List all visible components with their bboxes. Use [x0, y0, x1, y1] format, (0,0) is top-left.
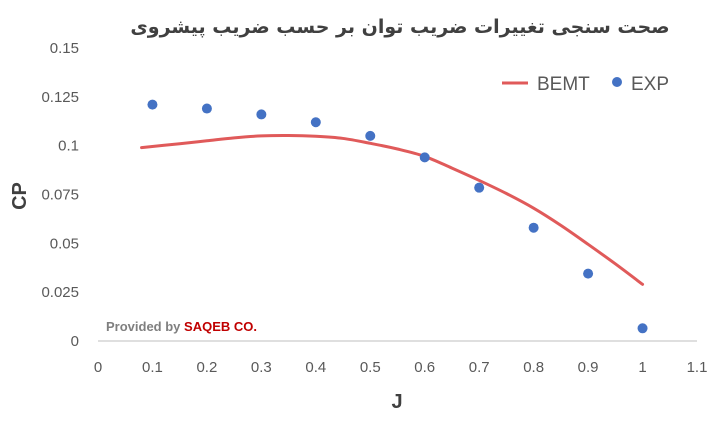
data-point-exp	[583, 268, 594, 279]
legend: BEMT EXP	[502, 74, 669, 95]
credit-prefix: Provided by	[106, 319, 184, 334]
legend-label-exp: EXP	[631, 74, 669, 95]
x-axis-ticks: 0 0.1 0.2 0.3 0.4 0.5 0.6 0.7 0.8 0.9 1 1.1	[94, 359, 708, 376]
x-tick-label: 0.1	[142, 359, 163, 376]
x-tick-label: 1	[638, 359, 646, 376]
credit-brand: SAQEB CO.	[184, 319, 257, 334]
y-tick-label: 0	[71, 333, 79, 350]
y-tick-label: 0.1	[58, 138, 79, 155]
x-tick-label: 0.6	[414, 359, 435, 376]
data-point-exp	[365, 130, 376, 141]
y-tick-label: 0.15	[50, 40, 79, 57]
data-point-exp	[147, 99, 158, 110]
x-tick-label: 0.2	[196, 359, 217, 376]
series-line-bemt	[140, 133, 645, 286]
x-tick-label: 1.1	[687, 359, 708, 376]
x-tick-label: 0.3	[251, 359, 272, 376]
y-tick-label: 0.125	[41, 89, 79, 106]
data-point-exp	[256, 109, 267, 120]
x-tick-label: 0.9	[578, 359, 599, 376]
data-point-exp	[419, 152, 430, 163]
y-axis-title: CP	[9, 182, 31, 210]
data-point-exp	[310, 117, 321, 128]
y-tick-label: 0.075	[41, 187, 79, 204]
x-tick-label: 0.8	[523, 359, 544, 376]
x-axis-title: J	[391, 391, 402, 413]
x-tick-label: 0	[94, 359, 102, 376]
credit-annotation: Provided by SAQEB CO.	[106, 319, 257, 334]
legend-swatch-exp	[612, 77, 622, 87]
y-axis-ticks: 0 0.025 0.05 0.075 0.1 0.125 0.15	[41, 40, 79, 350]
data-point-exp	[201, 103, 212, 114]
legend-label-bemt: BEMT	[537, 74, 590, 95]
data-point-exp	[637, 323, 648, 334]
y-tick-label: 0.025	[41, 284, 79, 301]
x-tick-label: 0.7	[469, 359, 490, 376]
y-tick-label: 0.05	[50, 235, 79, 252]
x-tick-label: 0.4	[305, 359, 326, 376]
plot-area	[140, 99, 648, 334]
chart-title: صحت سنجی تغییرات ضریب توان بر حسب ضریب پ…	[130, 16, 669, 38]
data-point-exp	[528, 222, 539, 233]
data-point-exp	[474, 182, 485, 193]
x-tick-label: 0.5	[360, 359, 381, 376]
